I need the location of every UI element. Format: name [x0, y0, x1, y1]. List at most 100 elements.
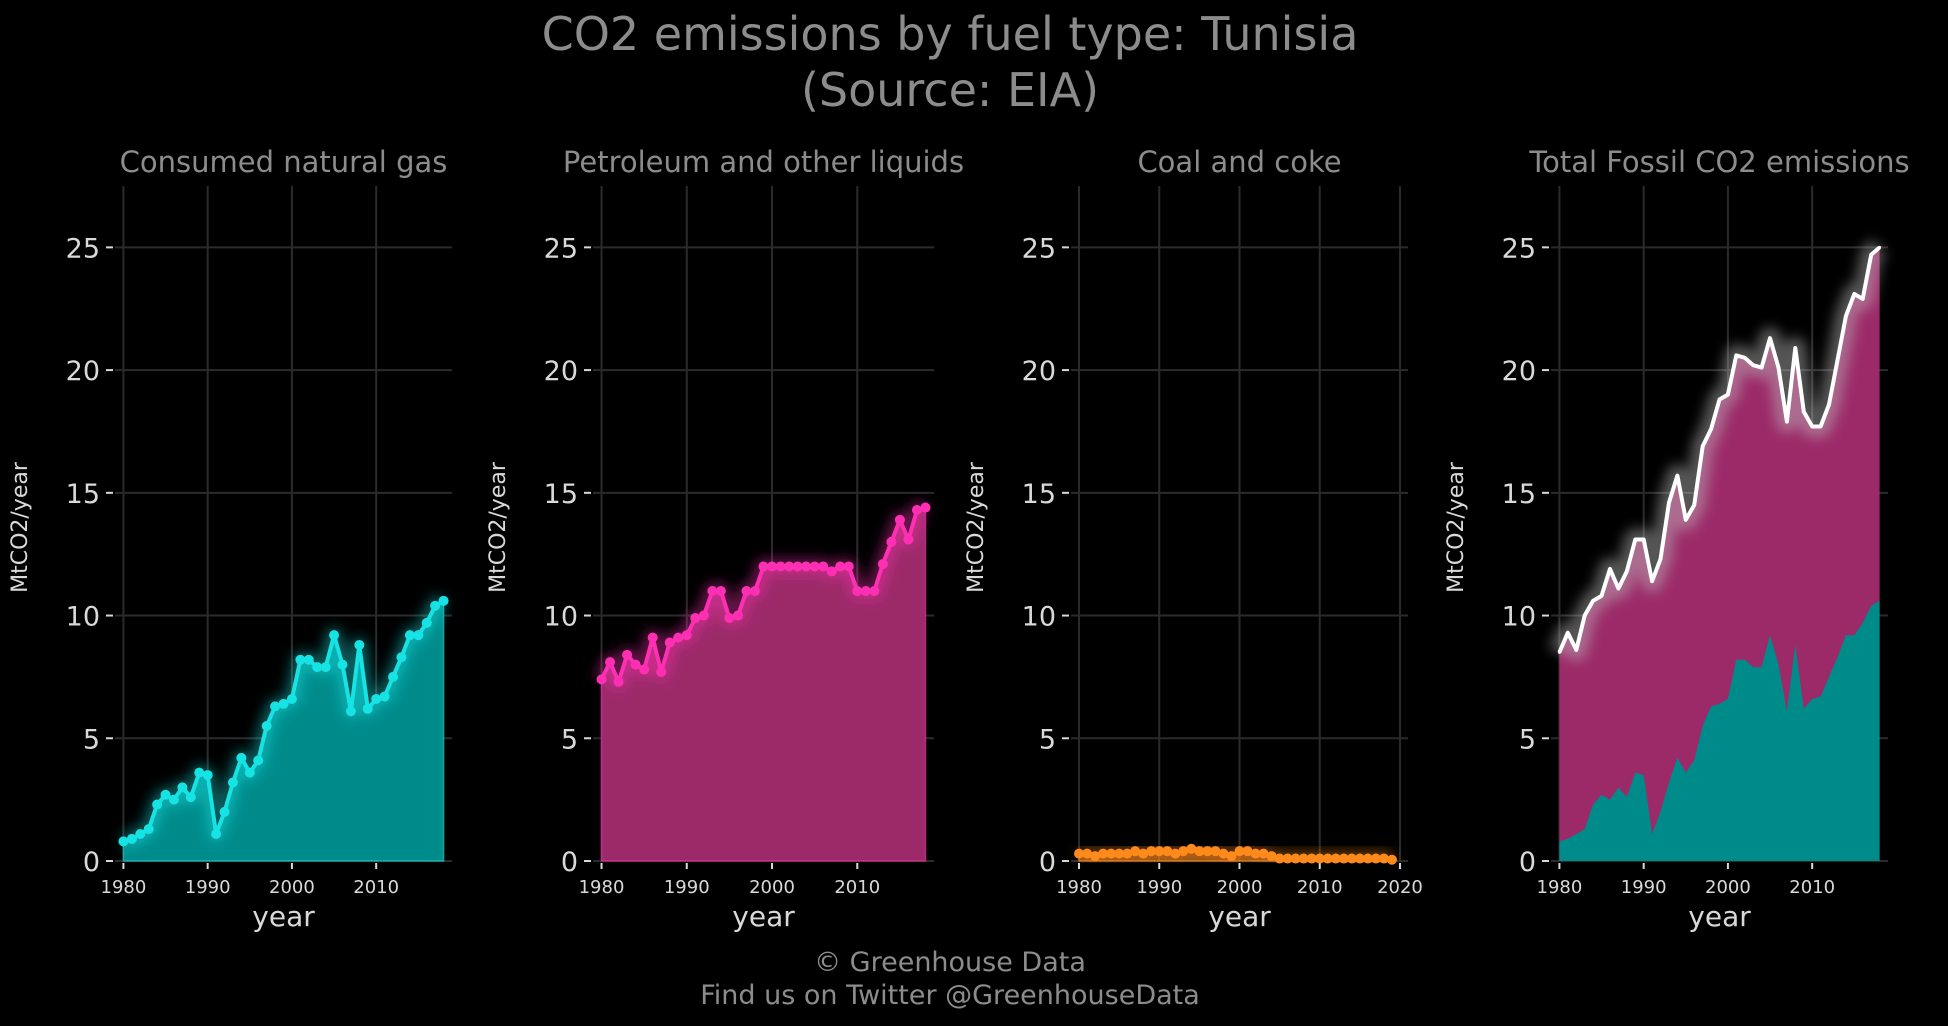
y-tick-label: 0 [561, 847, 578, 878]
total-gas-area [1559, 600, 1880, 861]
coal-point [1314, 853, 1325, 864]
petroleum-point [767, 561, 778, 572]
gas-point [185, 792, 196, 803]
gas-point [118, 836, 129, 847]
total-point [1819, 425, 1823, 429]
petroleum-point [775, 561, 786, 572]
x-tick-label: 2010 [1297, 877, 1343, 898]
petroleum-point [698, 610, 709, 621]
total-point [1776, 366, 1780, 370]
gas-point [413, 630, 424, 641]
gas-point [236, 752, 247, 763]
x-axis-label: year [1208, 900, 1271, 933]
coal-point [1098, 848, 1109, 859]
gas-point [337, 659, 348, 670]
y-tick-label: 15 [1022, 479, 1056, 510]
coal-point [1074, 848, 1085, 859]
coal-point [1194, 846, 1205, 857]
x-tick-label: 2000 [1217, 877, 1263, 898]
gas-point [261, 721, 272, 731]
petroleum-point [758, 561, 769, 572]
total-point [1667, 501, 1671, 505]
y-tick-label: 25 [1502, 233, 1536, 264]
total-point [1743, 356, 1747, 360]
y-tick-label: 15 [1502, 479, 1536, 510]
petroleum-point [690, 613, 701, 623]
total-point [1591, 599, 1595, 603]
total-point [1709, 427, 1713, 431]
y-tick-label: 5 [83, 724, 100, 755]
petroleum-point [903, 534, 914, 545]
total-point [1802, 410, 1806, 414]
coal-point [1378, 853, 1389, 864]
coal-point [1370, 853, 1381, 864]
total-point [1616, 587, 1620, 591]
coal-point [1290, 853, 1301, 864]
gas-point [430, 600, 441, 611]
petroleum-point [639, 664, 650, 675]
coal-point [1330, 853, 1341, 864]
y-tick-label: 5 [1519, 724, 1536, 755]
gas-point [286, 694, 297, 704]
y-tick-label: 10 [1502, 602, 1536, 633]
total-point [1566, 631, 1570, 635]
petroleum-point [869, 586, 880, 596]
gas-point [270, 701, 281, 712]
petroleum-point [801, 561, 812, 572]
petroleum-point [835, 561, 846, 572]
petroleum-point [809, 561, 820, 572]
chart-title: CO2 emissions by fuel type: Tunisia (Sou… [0, 6, 1900, 118]
total-point [1726, 393, 1730, 397]
petroleum-point [894, 514, 905, 525]
total-point [1869, 253, 1873, 257]
coal-point [1282, 853, 1293, 864]
petroleum-point [596, 674, 607, 685]
y-axis-label: MtCO2/year [964, 461, 989, 593]
petroleum-point [886, 536, 897, 547]
coal-point [1154, 846, 1165, 857]
petroleum-point [784, 561, 795, 572]
x-tick-label: 2010 [834, 877, 880, 898]
total-point [1861, 297, 1865, 301]
coal-point [1130, 846, 1141, 857]
gas-point [404, 630, 415, 641]
gas-point [312, 662, 323, 673]
chart-footer: © Greenhouse Data Find us on Twitter @Gr… [0, 946, 1900, 1012]
total-point [1583, 614, 1587, 618]
coal-point [1090, 851, 1101, 862]
y-tick-label: 15 [66, 479, 100, 510]
total-point [1835, 358, 1839, 362]
total-point [1827, 402, 1831, 406]
petroleum-point [613, 676, 624, 687]
coal-point [1226, 851, 1237, 862]
gas-point [219, 806, 230, 817]
y-tick-label: 0 [83, 847, 100, 878]
chart-title-line-2: (Source: EIA) [800, 63, 1100, 117]
y-tick-label: 25 [544, 233, 578, 264]
x-axis-label: year [252, 900, 315, 933]
petroleum-point [860, 586, 871, 596]
petroleum-point [792, 561, 803, 572]
coal-point [1202, 846, 1213, 857]
total-point [1557, 650, 1561, 654]
x-tick-label: 1980 [101, 877, 147, 898]
petroleum-point [673, 632, 684, 643]
coal-point [1218, 848, 1229, 859]
coal-point [1322, 853, 1333, 864]
x-axis-label: year [732, 900, 795, 933]
panel-title: Petroleum and other liquids [563, 145, 964, 179]
total-point [1574, 648, 1578, 652]
total-point [1692, 503, 1696, 507]
gas-point [202, 770, 213, 781]
gas-point [126, 833, 137, 844]
gas-point [329, 630, 340, 641]
x-tick-label: 2000 [749, 877, 795, 898]
total-point [1785, 420, 1789, 424]
gas-point [421, 617, 432, 628]
y-tick-label: 10 [1022, 602, 1056, 633]
coal-point [1242, 846, 1253, 857]
y-tick-label: 20 [544, 356, 578, 387]
coal-point [1170, 848, 1181, 859]
coal-point [1178, 846, 1189, 857]
y-axis-label: MtCO2/year [486, 461, 511, 593]
